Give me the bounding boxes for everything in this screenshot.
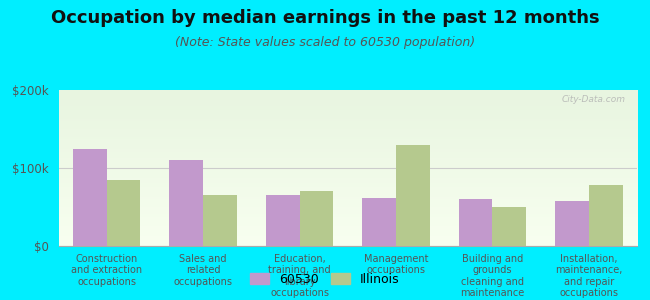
Text: (Note: State values scaled to 60530 population): (Note: State values scaled to 60530 popu… — [175, 36, 475, 49]
Bar — [203, 195, 237, 246]
Bar — [555, 201, 589, 246]
Text: City-Data.com: City-Data.com — [562, 95, 625, 104]
Bar — [107, 180, 140, 246]
Bar — [459, 199, 493, 246]
Bar — [589, 185, 623, 246]
Bar — [300, 191, 333, 246]
Bar — [396, 145, 430, 246]
Bar — [362, 198, 396, 246]
Bar — [493, 207, 526, 246]
Bar — [73, 148, 107, 246]
Bar — [266, 195, 300, 246]
Bar — [170, 160, 203, 246]
Legend: 60530, Illinois: 60530, Illinois — [245, 268, 405, 291]
Text: Occupation by median earnings in the past 12 months: Occupation by median earnings in the pas… — [51, 9, 599, 27]
